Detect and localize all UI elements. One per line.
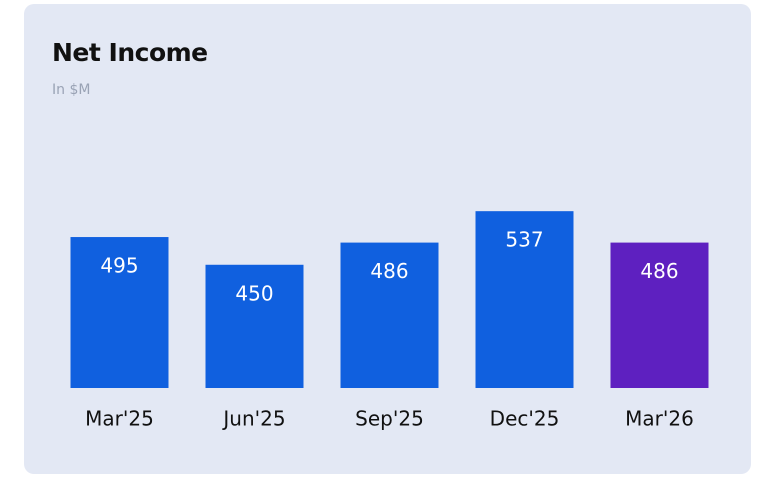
x-tick-label: Jun'25 bbox=[221, 407, 285, 431]
bar bbox=[610, 242, 709, 388]
x-tick-label: Mar'25 bbox=[85, 407, 154, 431]
bar bbox=[475, 211, 574, 388]
bar bbox=[205, 264, 304, 388]
value-label: 537 bbox=[505, 228, 543, 252]
bar bbox=[70, 237, 169, 388]
x-tick-label: Mar'26 bbox=[625, 407, 694, 431]
x-tick-label: Sep'25 bbox=[355, 407, 424, 431]
bar bbox=[340, 242, 439, 388]
value-label: 450 bbox=[235, 281, 273, 305]
chart-subtitle: In $M bbox=[52, 82, 90, 98]
x-tick-label: Dec'25 bbox=[490, 407, 560, 431]
chart-title: Net Income bbox=[52, 38, 208, 67]
value-label: 495 bbox=[100, 254, 138, 278]
value-label: 486 bbox=[640, 259, 678, 283]
value-label: 486 bbox=[370, 259, 408, 283]
